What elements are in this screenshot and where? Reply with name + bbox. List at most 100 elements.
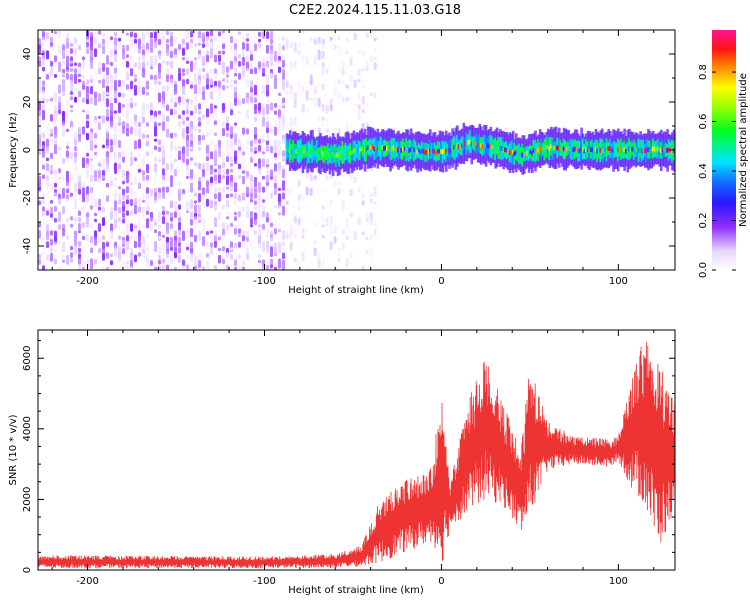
noise-cell [238, 241, 241, 248]
noise-cell [170, 247, 173, 251]
noise-cell [242, 151, 245, 156]
noise-cell [126, 240, 129, 250]
noise-cell [110, 223, 113, 234]
noise-cell [349, 96, 353, 101]
noise-cell [202, 43, 205, 48]
noise-cell [42, 66, 45, 72]
signal-peak [551, 146, 555, 151]
noise-cell [238, 163, 241, 170]
noise-cell [202, 187, 205, 196]
noise-cell [218, 247, 221, 252]
noise-cell [278, 92, 281, 97]
signal-peak [511, 149, 515, 155]
noise-cell [274, 182, 277, 189]
noise-cell [278, 181, 281, 185]
noise-cell [170, 217, 173, 221]
signal-peak [483, 142, 486, 147]
noise-cell [106, 266, 109, 270]
noise-cell [194, 104, 197, 114]
noise-cell [170, 236, 173, 244]
noise-cell [50, 103, 53, 115]
noise-cell [258, 31, 261, 37]
noise-cell [254, 200, 257, 205]
signal-peak [448, 148, 451, 154]
noise-cell [182, 48, 185, 56]
noise-cell [357, 79, 361, 83]
noise-cell [234, 138, 237, 146]
signal-peak [349, 150, 352, 156]
noise-cell [258, 253, 261, 259]
noise-cell [170, 140, 173, 152]
noise-cell [162, 68, 165, 75]
noise-cell [162, 60, 165, 64]
noise-cell [54, 74, 57, 78]
noise-cell [138, 163, 141, 170]
noise-cell [321, 259, 325, 270]
noise-cell [74, 168, 77, 178]
signal-peak [566, 146, 569, 152]
noise-cell [202, 169, 205, 179]
noise-cell [226, 156, 229, 163]
noise-cell [74, 73, 77, 84]
noise-cell [274, 204, 277, 209]
signal-peak [443, 148, 446, 154]
noise-cell [353, 103, 357, 107]
noise-cell [190, 248, 193, 255]
noise-cell [126, 174, 129, 184]
noise-cell [122, 150, 125, 159]
noise-cell [66, 175, 69, 183]
noise-cell [337, 188, 341, 195]
noise-cell [305, 48, 309, 53]
signal-peak [478, 141, 481, 146]
noise-cell [114, 176, 117, 181]
noise-cell [357, 187, 361, 193]
noise-cell [90, 175, 93, 182]
noise-cell [54, 248, 57, 253]
noise-cell [166, 85, 169, 92]
noise-cell [122, 223, 125, 230]
x-tick-label: -100 [253, 576, 276, 587]
noise-cell [66, 132, 69, 140]
noise-cell [278, 187, 281, 191]
noise-cell [130, 210, 133, 216]
noise-cell [246, 230, 249, 240]
noise-cell [182, 79, 185, 88]
noise-cell [82, 84, 85, 90]
noise-cell [122, 180, 125, 185]
noise-cell [118, 186, 121, 190]
noise-cell [329, 216, 333, 226]
noise-cell [321, 116, 325, 121]
noise-cell [329, 199, 333, 204]
signal-peak [328, 153, 332, 158]
signal-peak [562, 146, 566, 152]
noise-cell [345, 50, 349, 55]
noise-cell [198, 97, 201, 104]
noise-cell [353, 230, 357, 241]
noise-cell [246, 38, 249, 42]
noise-cell [122, 93, 125, 98]
noise-cell [74, 198, 77, 210]
noise-cell [54, 192, 57, 196]
noise-cell [202, 114, 205, 120]
signal-peak [319, 151, 322, 156]
noise-cell [114, 72, 117, 83]
noise-cell [198, 162, 201, 170]
noise-cell [66, 66, 69, 72]
noise-cell [70, 85, 73, 89]
noise-cell [250, 228, 253, 235]
noise-cell [361, 200, 365, 206]
signal-peak [325, 150, 329, 156]
noise-cell [262, 158, 265, 168]
noise-cell [274, 242, 277, 248]
noise-cell [282, 36, 285, 41]
noise-cell [150, 115, 153, 122]
noise-cell [158, 224, 161, 229]
signal-peak [542, 146, 545, 152]
noise-cell [174, 206, 177, 212]
noise-cell [238, 211, 241, 218]
y-tick-label: 4000 [22, 416, 33, 441]
noise-cell [138, 61, 141, 71]
noise-cell [142, 212, 145, 219]
noise-cell [146, 103, 149, 110]
signal-peak [623, 147, 626, 153]
